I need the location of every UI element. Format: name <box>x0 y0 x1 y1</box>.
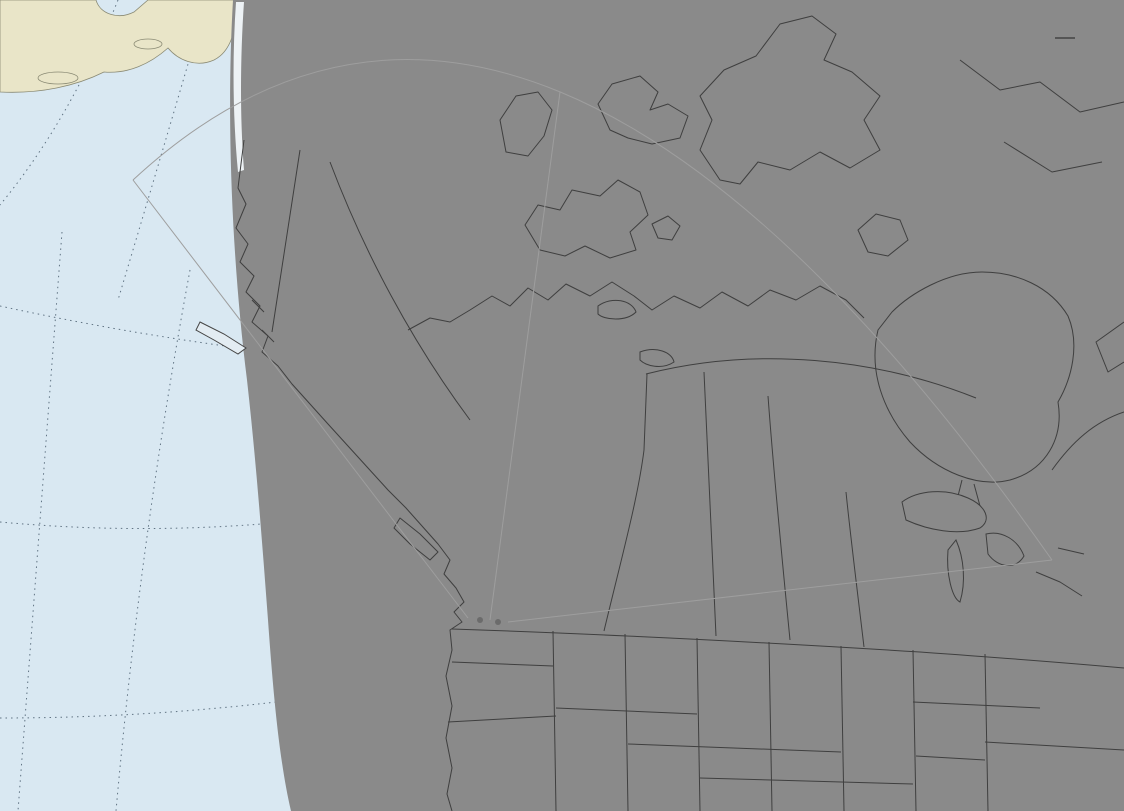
lakes <box>597 299 1025 603</box>
map-region <box>230 0 1124 811</box>
arctic-islands <box>499 15 909 259</box>
radar-fov-outline <box>132 59 1053 623</box>
edge-island-outline <box>195 321 247 355</box>
landmass-alaska <box>0 0 237 93</box>
radar-site-dots <box>477 617 501 625</box>
ocean-graticule <box>0 0 277 811</box>
political-borders <box>271 149 1124 811</box>
coastlines <box>235 59 1124 811</box>
